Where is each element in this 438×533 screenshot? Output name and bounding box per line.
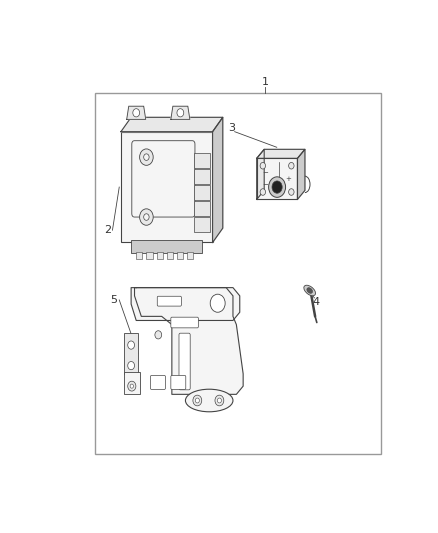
Bar — [194, 185, 210, 200]
FancyBboxPatch shape — [157, 296, 181, 306]
Polygon shape — [257, 158, 297, 199]
Circle shape — [130, 384, 134, 388]
Circle shape — [193, 395, 202, 406]
Circle shape — [128, 361, 134, 370]
Circle shape — [210, 294, 225, 312]
Text: 4: 4 — [313, 297, 320, 307]
Circle shape — [289, 163, 294, 169]
Ellipse shape — [185, 389, 233, 412]
Polygon shape — [171, 106, 190, 119]
Circle shape — [155, 330, 162, 339]
Circle shape — [128, 381, 136, 391]
Text: 2: 2 — [104, 225, 111, 235]
Bar — [124, 333, 138, 374]
Text: 3: 3 — [228, 123, 235, 133]
Polygon shape — [131, 288, 240, 320]
Circle shape — [272, 181, 282, 193]
Bar — [131, 240, 202, 253]
Circle shape — [260, 189, 265, 195]
Circle shape — [140, 209, 153, 225]
Circle shape — [195, 398, 199, 403]
Polygon shape — [127, 106, 146, 119]
FancyBboxPatch shape — [179, 333, 190, 390]
Text: −: − — [263, 182, 268, 188]
Polygon shape — [121, 117, 223, 132]
Ellipse shape — [304, 285, 315, 296]
Circle shape — [260, 163, 265, 169]
Text: −: − — [263, 169, 268, 176]
Circle shape — [128, 341, 134, 349]
Ellipse shape — [307, 288, 312, 293]
FancyBboxPatch shape — [151, 375, 166, 390]
Polygon shape — [212, 117, 223, 243]
FancyBboxPatch shape — [171, 317, 198, 328]
Polygon shape — [257, 149, 305, 158]
Bar — [177, 252, 183, 259]
Bar — [194, 169, 210, 184]
Bar — [194, 154, 210, 168]
Bar — [194, 201, 210, 216]
Bar — [156, 252, 162, 259]
Bar — [136, 252, 142, 259]
Circle shape — [215, 395, 224, 406]
FancyBboxPatch shape — [132, 141, 195, 217]
Polygon shape — [134, 288, 243, 394]
Circle shape — [144, 214, 149, 220]
Circle shape — [133, 109, 140, 117]
Polygon shape — [297, 149, 305, 199]
Bar — [95, 93, 381, 454]
Bar — [121, 132, 212, 243]
Bar — [167, 252, 173, 259]
Circle shape — [140, 149, 153, 165]
Text: 5: 5 — [111, 295, 118, 305]
Circle shape — [144, 154, 149, 160]
Circle shape — [268, 177, 286, 197]
Bar — [146, 252, 152, 259]
Circle shape — [217, 398, 222, 403]
Bar — [187, 252, 193, 259]
Text: 1: 1 — [262, 77, 268, 87]
Bar — [124, 372, 140, 394]
Polygon shape — [257, 149, 264, 199]
Text: +: + — [286, 176, 291, 182]
Circle shape — [177, 109, 184, 117]
FancyBboxPatch shape — [171, 375, 186, 390]
Circle shape — [289, 189, 294, 195]
Bar — [194, 217, 210, 232]
